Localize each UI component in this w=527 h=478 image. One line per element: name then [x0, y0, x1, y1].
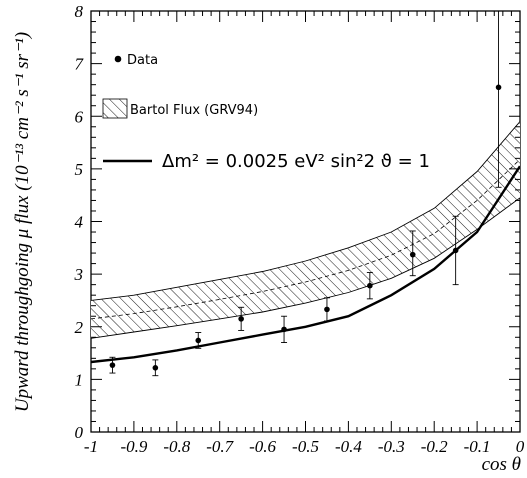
x-tick-label: -0.3 [378, 437, 405, 456]
band-layer [91, 121, 520, 339]
data-point [238, 316, 244, 322]
x-tick-label: -0.5 [292, 437, 319, 456]
oscillation-curve [91, 165, 520, 364]
legend-band-swatch [102, 98, 128, 119]
band-area [91, 121, 520, 339]
legend-data-marker [114, 55, 122, 63]
x-axis-title: cos θ [482, 454, 521, 475]
x-tick-label: -0.8 [163, 437, 190, 456]
data-point [109, 362, 116, 368]
y-tick-label: 2 [75, 318, 84, 337]
band-upper-edge [91, 121, 520, 301]
x-tick-label: -1 [84, 437, 98, 456]
y-tick-label: 6 [75, 107, 84, 126]
y-tick-label: 5 [75, 160, 84, 179]
x-tick-label: -0.2 [421, 437, 448, 456]
data-point [195, 337, 202, 344]
legend-line-label: Δm² = 0.0025 eV² sin²2 ϑ = 1 [162, 151, 430, 172]
ticks-layer [90, 10, 521, 433]
data-point [281, 326, 287, 333]
y-axis-title: Upward throughgoing μ flux (10⁻¹³ cm⁻² s… [12, 32, 33, 412]
y-tick-label: 0 [75, 423, 84, 442]
legend: Data Bartol Flux (GRV94) Δm² = 0.0025 eV… [102, 53, 430, 172]
points-layer [109, 11, 502, 377]
y-tick-label: 3 [74, 265, 84, 284]
data-point [495, 84, 502, 91]
y-tick-label: 7 [75, 55, 85, 74]
x-tick-label: -0.4 [335, 437, 362, 456]
x-tick-label: 0 [516, 437, 525, 456]
legend-data-label: Data [127, 53, 158, 68]
data-point [367, 282, 373, 289]
y-tick-label: 4 [75, 213, 84, 232]
data-point [152, 364, 159, 371]
x-tick-label: -0.7 [206, 437, 234, 456]
x-tick-label: -0.9 [120, 437, 147, 456]
line-layer [91, 165, 520, 364]
y-tick-label: 8 [75, 2, 84, 21]
data-point [409, 251, 416, 258]
y-tick-label: 1 [75, 370, 84, 389]
band-lower-edge [91, 197, 520, 339]
data-point [452, 247, 459, 254]
band-central-line [91, 159, 520, 320]
tick-labels: -1 -0.9 -0.8 -0.7 -0.6 -0.5 -0.4 -0.3 -0.2 -0.1 0 0… [74, 2, 525, 456]
x-tick-label: -0.6 [249, 437, 276, 456]
legend-band-label: Bartol Flux (GRV94) [130, 103, 258, 118]
x-tick-label: -0.1 [464, 437, 491, 456]
data-point [324, 306, 330, 313]
